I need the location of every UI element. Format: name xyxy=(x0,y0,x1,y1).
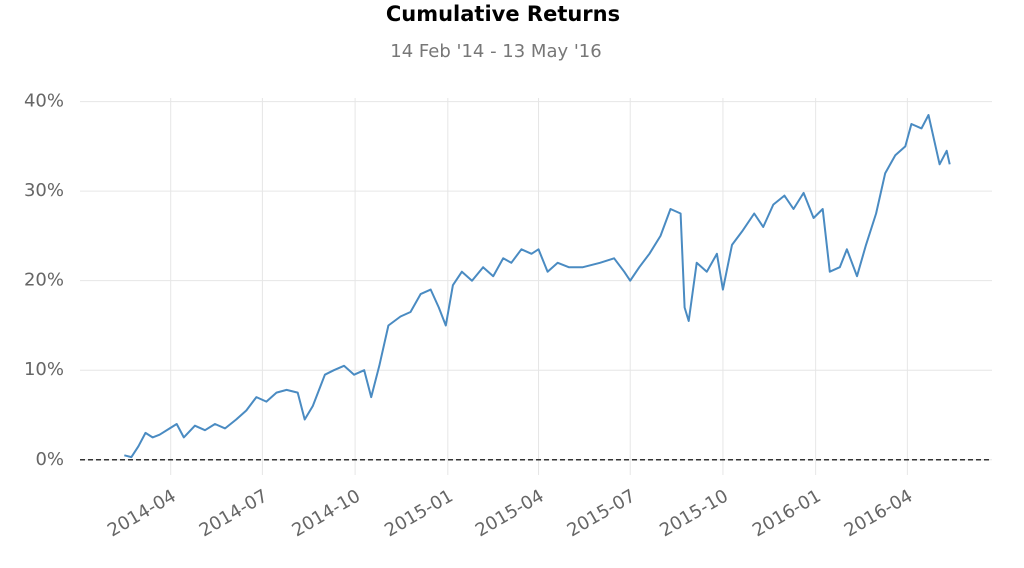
y-tick-label: 20% xyxy=(24,270,64,291)
x-tick-label: 2015-10 xyxy=(656,485,732,541)
x-tick-label: 2016-01 xyxy=(749,485,825,541)
chart-title: Cumulative Returns xyxy=(386,2,620,26)
chart-subtitle: 14 Feb '14 - 13 May '16 xyxy=(390,41,601,62)
line xyxy=(124,114,951,459)
y-tick-label: 40% xyxy=(24,91,64,112)
y-tick-label: 30% xyxy=(24,180,64,201)
x-tick-label: 2015-04 xyxy=(472,485,548,541)
x-tick-label: 2016-04 xyxy=(841,485,917,541)
x-tick-label: 2015-07 xyxy=(564,485,640,541)
x-tick-label: 2014-10 xyxy=(288,485,364,541)
x-tick-label: 2014-07 xyxy=(196,485,272,541)
y-tick-label: 10% xyxy=(24,359,64,380)
x-tick-label: 2014-04 xyxy=(104,485,180,541)
y-tick-label: 0% xyxy=(35,449,64,470)
x-tick-label: 2015-01 xyxy=(381,485,457,541)
